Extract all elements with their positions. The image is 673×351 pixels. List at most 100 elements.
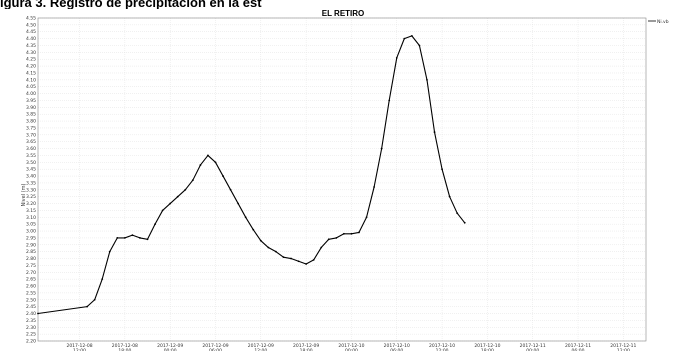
y-tick-label: 4.25	[26, 57, 36, 63]
y-tick-label: 3.15	[26, 208, 36, 214]
x-tick-label: 2017-12-1012:00	[429, 343, 455, 351]
x-tick-time: 12:00	[73, 348, 86, 351]
data-point	[388, 99, 391, 102]
x-tick-date: 2017-12-11	[520, 343, 546, 349]
y-tick-label: 2.25	[26, 332, 36, 338]
data-point	[222, 175, 224, 177]
data-point	[93, 298, 96, 301]
data-point	[229, 188, 232, 191]
data-point	[305, 263, 308, 265]
data-point	[312, 259, 315, 261]
x-tick-time: 06:00	[572, 348, 585, 351]
y-tick-label: 3.70	[26, 132, 36, 138]
data-point	[37, 312, 39, 315]
y-tick-label: 2.40	[26, 311, 36, 317]
x-tick-time: 12:00	[254, 348, 267, 351]
data-point	[327, 238, 330, 241]
data-point	[463, 221, 466, 224]
data-point	[176, 195, 179, 198]
x-tick-label: 2017-12-1006:00	[384, 343, 410, 351]
data-point	[290, 257, 292, 260]
y-tick-label: 3.40	[26, 174, 36, 180]
x-tick-time: 18:00	[300, 348, 313, 351]
y-tick-label: 3.90	[26, 105, 36, 111]
data-point	[169, 202, 172, 205]
x-tick-label: 2017-12-0906:00	[202, 343, 228, 351]
data-point	[358, 231, 360, 234]
data-point	[191, 179, 194, 182]
data-point	[199, 164, 202, 166]
y-tick-label: 4.40	[26, 36, 36, 42]
y-tick-label: 4.45	[26, 29, 36, 35]
x-tick-date: 2017-12-08	[112, 343, 138, 349]
y-tick-label: 3.65	[26, 139, 36, 145]
y-tick-label: 3.05	[26, 222, 36, 228]
data-point	[365, 216, 368, 219]
data-point	[410, 34, 413, 37]
x-tick-date: 2017-12-10	[429, 343, 455, 349]
x-tick-time: 06:00	[390, 348, 403, 351]
y-tick-label: 3.75	[26, 125, 36, 131]
y-tick-label: 2.50	[26, 297, 36, 303]
data-point	[426, 78, 428, 81]
series-line	[37, 35, 466, 315]
chart-title: EL RETIRO	[322, 9, 365, 18]
x-tick-time: 12:00	[436, 348, 449, 351]
y-tick-label: 3.60	[26, 146, 36, 152]
y-tick-label: 4.55	[26, 16, 36, 22]
data-point	[207, 154, 209, 157]
x-tick-date: 2017-12-09	[293, 343, 319, 349]
y-tick-label: 4.20	[26, 64, 36, 70]
data-point	[214, 161, 217, 164]
data-point	[456, 212, 459, 215]
data-point	[373, 186, 375, 188]
data-point	[244, 216, 247, 219]
y-axis-ticks: 2.202.252.302.352.402.452.502.552.602.65…	[26, 16, 36, 345]
x-tick-time: 06:00	[209, 348, 222, 351]
y-tick-label: 3.95	[26, 98, 36, 104]
x-tick-date: 2017-12-09	[202, 343, 228, 349]
x-tick-label: 2017-12-1000:00	[338, 343, 364, 351]
data-point	[237, 202, 240, 205]
x-tick-date: 2017-12-10	[474, 343, 500, 349]
data-point	[275, 250, 277, 253]
x-tick-time: 00:00	[526, 348, 539, 351]
grid-lines	[38, 17, 646, 342]
data-point	[252, 228, 255, 231]
y-tick-label: 4.35	[26, 43, 36, 49]
x-axis-ticks: 2017-12-0812:002017-12-0818:002017-12-09…	[66, 343, 636, 351]
y-tick-label: 3.55	[26, 153, 36, 159]
x-tick-time: 18:00	[481, 348, 494, 351]
data-point	[380, 147, 383, 150]
y-tick-label: 2.60	[26, 284, 36, 290]
data-point	[350, 232, 353, 235]
y-tick-label: 2.20	[26, 339, 36, 345]
y-tick-label: 2.95	[26, 235, 36, 241]
data-point	[146, 238, 149, 241]
data-point	[297, 260, 300, 263]
y-axis-label: Nivel (m)	[21, 183, 27, 206]
data-point	[123, 237, 126, 239]
data-point	[395, 56, 398, 59]
data-point	[267, 246, 270, 249]
x-tick-date: 2017-12-09	[157, 343, 183, 349]
x-tick-time: 00:00	[345, 348, 358, 351]
data-point	[86, 305, 88, 308]
plot-area-border	[37, 17, 647, 342]
data-point	[418, 44, 421, 47]
x-tick-label: 2017-12-1100:00	[520, 343, 546, 351]
data-point	[448, 195, 451, 198]
y-tick-label: 2.80	[26, 256, 36, 262]
data-point	[320, 246, 323, 249]
x-tick-date: 2017-12-08	[66, 343, 92, 349]
data-point	[433, 131, 436, 133]
data-point	[139, 237, 141, 239]
x-tick-label: 2017-12-1106:00	[565, 343, 591, 351]
data-point	[116, 237, 119, 239]
y-tick-label: 3.10	[26, 215, 36, 221]
data-point	[161, 209, 164, 212]
data-point	[403, 37, 406, 40]
legend: Ni.vb	[648, 19, 669, 25]
y-tick-label: 3.00	[26, 229, 36, 235]
